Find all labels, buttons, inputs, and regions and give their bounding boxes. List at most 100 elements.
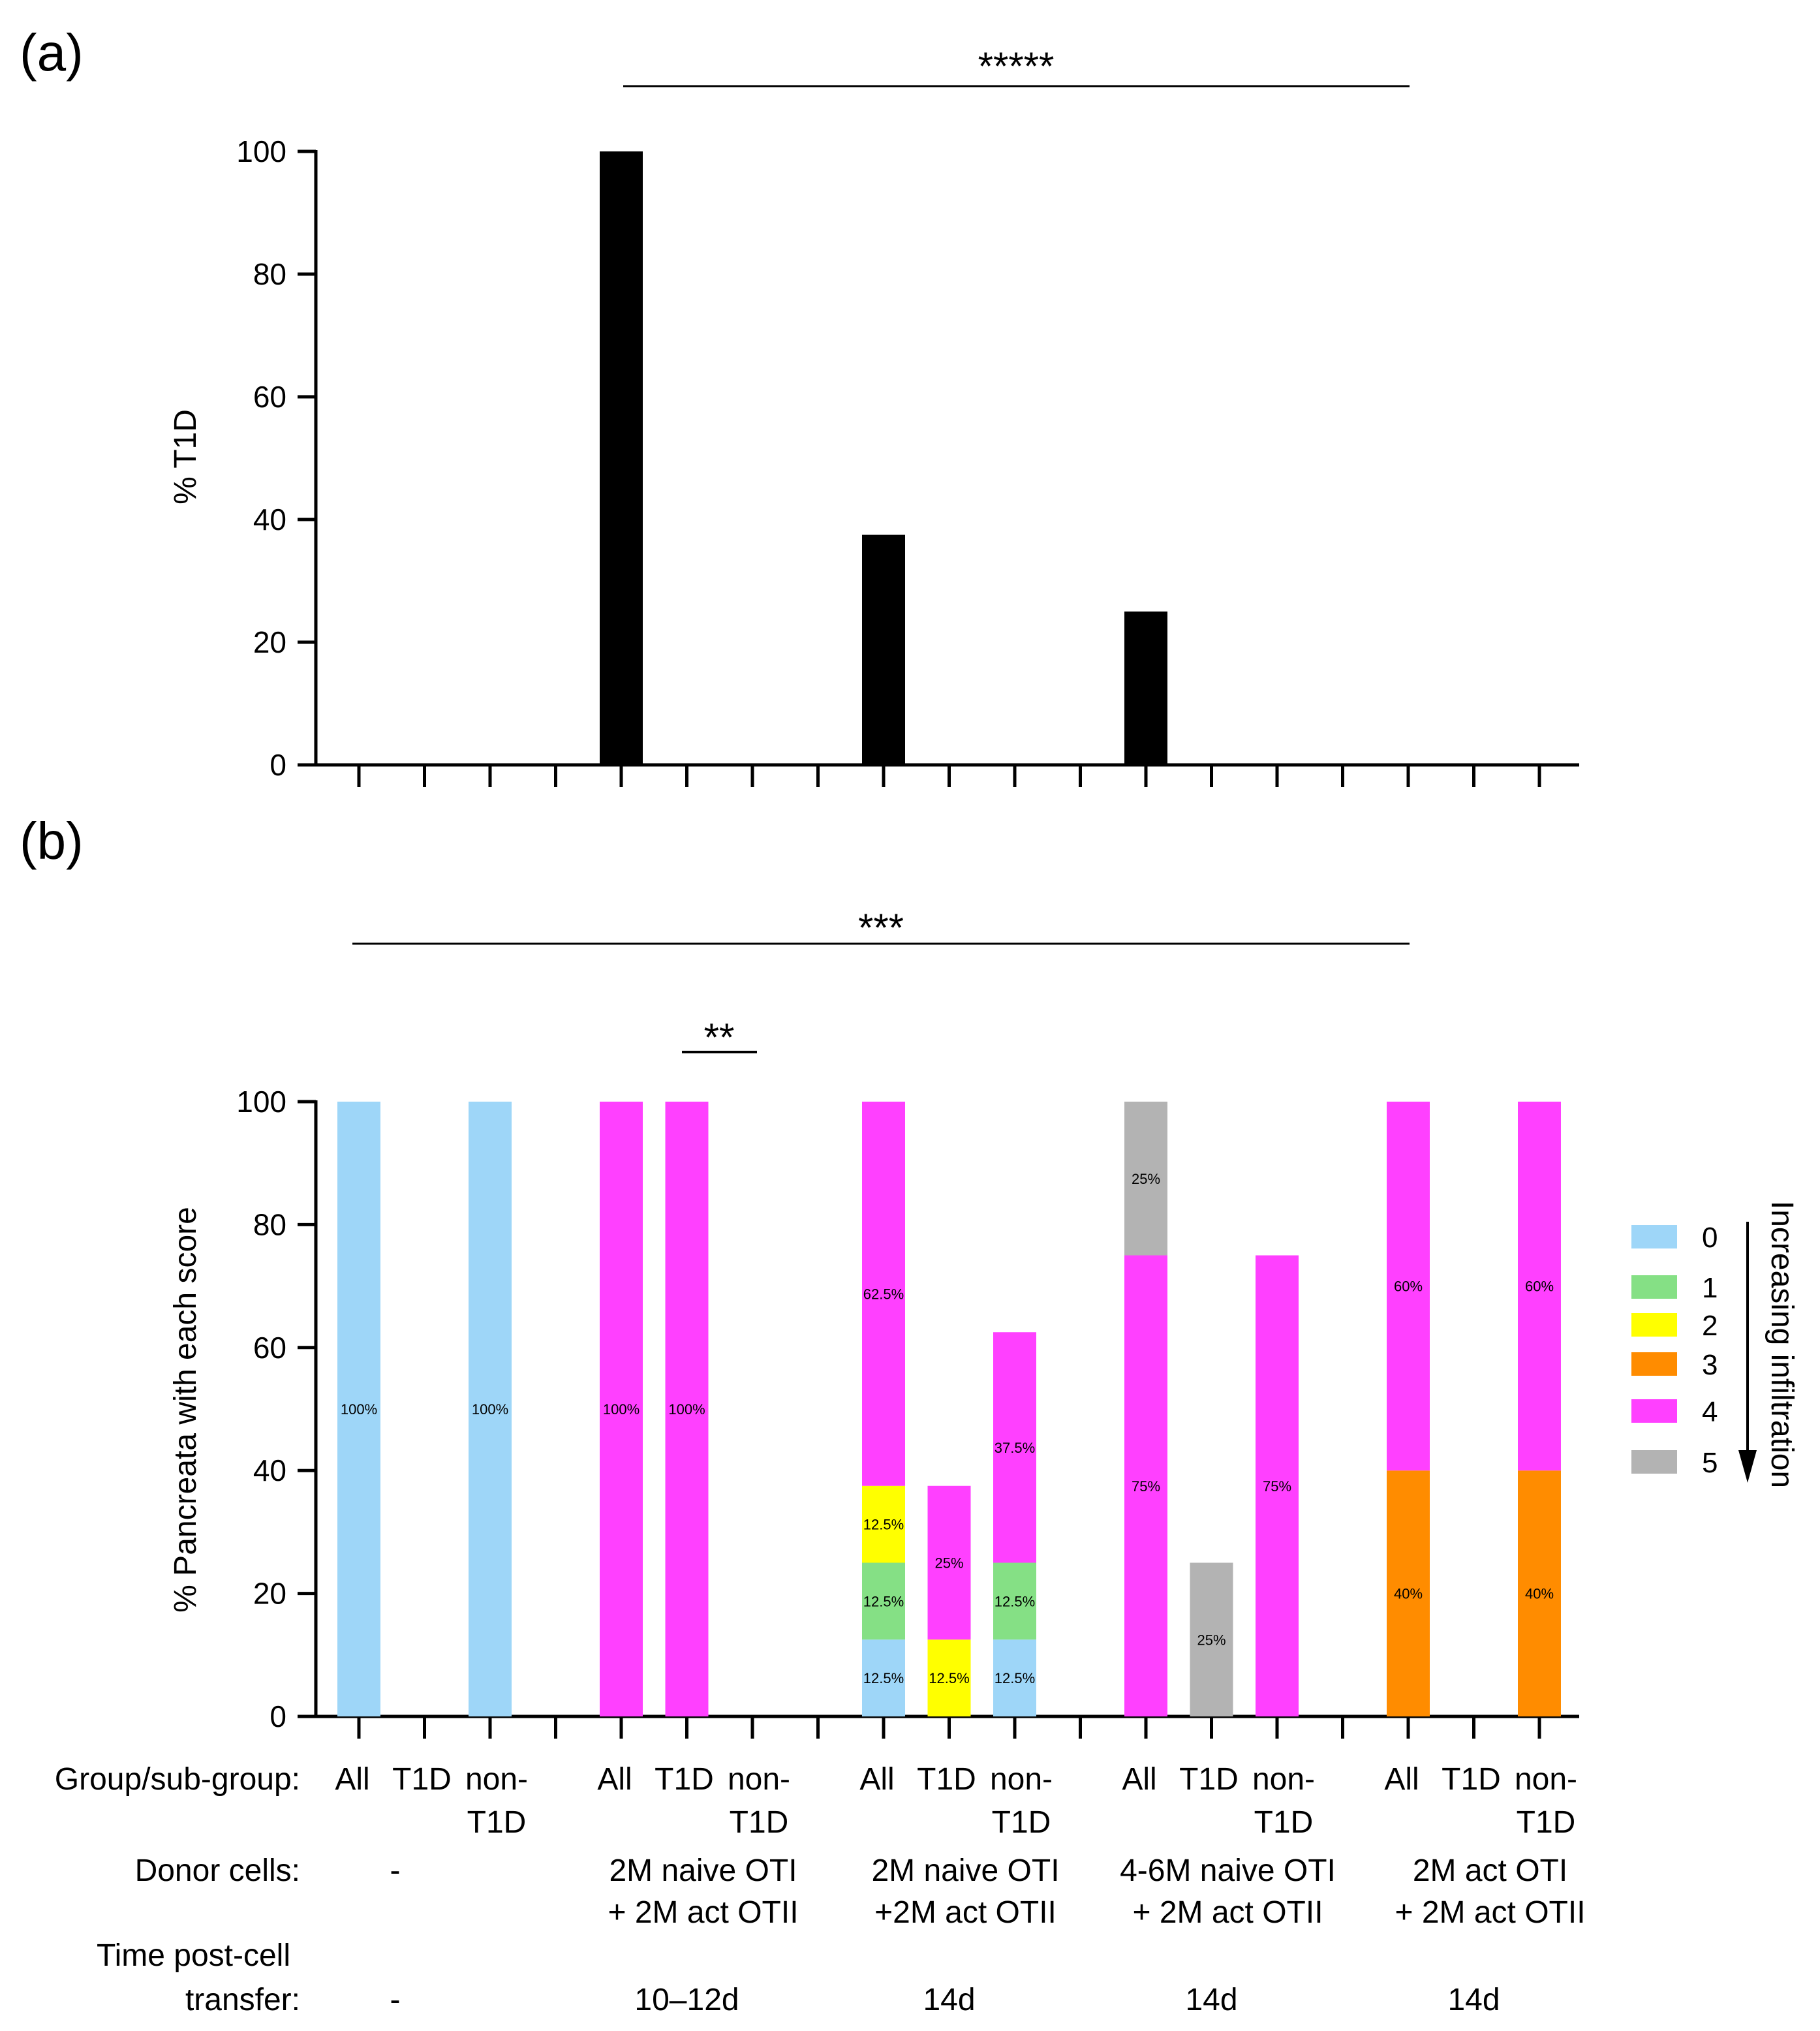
- subgroup-t1d: T1D: [1442, 1762, 1501, 1797]
- donor-cells-line2: + 2M act OTII: [1132, 1895, 1323, 1930]
- b-y-tick-label: 20: [253, 1577, 286, 1611]
- bar-a: [1124, 612, 1167, 765]
- subgroup-t1d: T1D: [392, 1762, 452, 1797]
- time-row-label-line2: transfer:: [185, 1983, 300, 2017]
- bar-segment-score-4: [927, 1485, 971, 1640]
- legend-swatch-1: [1631, 1275, 1677, 1299]
- significance-stars-a: *****: [978, 44, 1055, 88]
- segment-label: 25%: [934, 1555, 963, 1572]
- donor-cells-line2: + 2M act OTII: [608, 1895, 798, 1930]
- subgroup-all: All: [859, 1762, 894, 1797]
- segment-label: 40%: [1525, 1586, 1554, 1602]
- b-y-tick-label: 40: [253, 1453, 286, 1487]
- legend-label-0: 0: [1702, 1222, 1718, 1254]
- segment-label: 75%: [1132, 1478, 1160, 1495]
- legend-label-3: 3: [1702, 1349, 1718, 1381]
- subgroup-non-t1d-line2: T1D: [467, 1805, 527, 1840]
- bar-segment-score-5: [1190, 1562, 1233, 1716]
- significance-stars-b-inner: **: [704, 1016, 735, 1059]
- bar-segment-score-0: [469, 1102, 512, 1716]
- bar-segment-score-5: [1124, 1102, 1167, 1256]
- donor-cells-line1: 2M act OTI: [1413, 1853, 1567, 1888]
- subgroup-t1d: T1D: [1179, 1762, 1239, 1797]
- segment-label: 100%: [603, 1401, 640, 1418]
- donor-cells-line2: +2M act OTII: [874, 1895, 1057, 1930]
- bar-a: [600, 151, 643, 765]
- subgroup-non-t1d: non-: [465, 1762, 528, 1797]
- x-axis-b: [315, 1714, 1579, 1739]
- segment-label: 37.5%: [995, 1440, 1035, 1456]
- donor-row-label: Donor cells:: [135, 1853, 300, 1888]
- subgroup-t1d: T1D: [917, 1762, 976, 1797]
- segment-label: 75%: [1263, 1478, 1291, 1495]
- bar-segment-score-3: [1387, 1470, 1430, 1716]
- a-y-tick-label: 60: [253, 380, 286, 414]
- bar-segment-score-4: [993, 1332, 1036, 1563]
- time-post-transfer-value: 14d: [1185, 1983, 1237, 2017]
- segment-label: 12.5%: [863, 1670, 904, 1686]
- legend-label-5: 5: [1702, 1447, 1718, 1479]
- subgroup-non-t1d: non-: [728, 1762, 790, 1797]
- y-axis-label-a: % T1D: [168, 409, 203, 504]
- time-post-transfer-value: -: [390, 1983, 401, 2017]
- bar-segment-score-0: [993, 1639, 1036, 1716]
- bar-segment-score-4: [1256, 1255, 1299, 1716]
- bar-segment-score-4: [862, 1102, 905, 1486]
- subgroup-non-t1d-line2: T1D: [730, 1805, 789, 1840]
- donor-cells-line1: 4-6M naive OTI: [1120, 1853, 1336, 1888]
- legend-label-1: 1: [1702, 1272, 1718, 1304]
- segment-label: 40%: [1394, 1586, 1423, 1602]
- condition-table: Group/sub-group: Donor cells: Time post-…: [55, 1762, 1586, 2017]
- legend-label-4: 4: [1702, 1396, 1718, 1428]
- time-post-transfer-value: 14d: [923, 1983, 975, 2017]
- bar-segment-score-2: [862, 1485, 905, 1563]
- bar-segment-score-1: [993, 1562, 1036, 1640]
- time-post-transfer-value: 10–12d: [634, 1983, 739, 2017]
- a-y-tick-label: 20: [253, 625, 286, 659]
- donor-cells-line1: 2M naive OTI: [609, 1853, 797, 1888]
- bar-segment-score-4: [665, 1102, 709, 1716]
- donor-cells-line1: 2M naive OTI: [871, 1853, 1059, 1888]
- bar-segment-score-3: [1518, 1470, 1561, 1716]
- a-y-tick-label: 0: [270, 748, 286, 782]
- legend-swatch-4: [1631, 1399, 1677, 1423]
- significance-stars-b-top: ***: [858, 906, 904, 950]
- legend-swatch-2: [1631, 1313, 1677, 1337]
- segment-label: 100%: [341, 1401, 377, 1418]
- subgroup-non-t1d: non-: [1252, 1762, 1315, 1797]
- segment-label: 12.5%: [929, 1670, 969, 1686]
- subgroup-non-t1d-line2: T1D: [1254, 1805, 1314, 1840]
- bars-a: [600, 151, 1167, 765]
- bar-segment-score-0: [337, 1102, 380, 1716]
- time-row-label-line1: Time post-cell: [97, 1938, 290, 1973]
- segment-label: 100%: [472, 1401, 508, 1418]
- subgroup-all: All: [597, 1762, 632, 1797]
- b-y-tick-label: 100: [236, 1085, 286, 1119]
- segment-label: 25%: [1197, 1632, 1226, 1648]
- segment-label: 62.5%: [863, 1286, 904, 1302]
- bar-segment-score-2: [927, 1639, 971, 1716]
- bar-segment-score-0: [862, 1639, 905, 1716]
- bars-b: 100% 100% 100% 100% 12.5% 12.5% 12.5% 62.5% 12.5…: [337, 1102, 1561, 1716]
- segment-label: 12.5%: [995, 1670, 1035, 1686]
- b-y-tick-label: 60: [253, 1331, 286, 1365]
- group-row-label: Group/sub-group:: [55, 1762, 300, 1797]
- panel-a: (a) ***** % T1D 0 20 40 60 80 100: [20, 23, 1579, 787]
- a-y-tick-label: 40: [253, 503, 286, 536]
- legend: 0 1 2 3 4 5: [1631, 1222, 1718, 1479]
- donor-cells-line2: + 2M act OTII: [1395, 1895, 1585, 1930]
- a-y-tick-label: 80: [253, 257, 286, 291]
- panel-b: (b) *** ** % Pancreata with each score 0…: [20, 812, 1799, 1739]
- b-y-tick-label: 0: [270, 1699, 286, 1733]
- legend-label-2: 2: [1702, 1310, 1718, 1342]
- segment-label: 12.5%: [863, 1593, 904, 1609]
- panel-a-label: (a): [20, 23, 84, 82]
- subgroup-non-t1d: non-: [1515, 1762, 1577, 1797]
- subgroup-non-t1d-line2: T1D: [1517, 1805, 1576, 1840]
- legend-arrow-head: [1738, 1450, 1757, 1483]
- a-y-tick-label: 100: [236, 134, 286, 168]
- table-cells: All T1D non- T1D All T1D non- T1D All T1D non- T1D A…: [335, 1762, 1585, 2017]
- donor-cells-line1: -: [390, 1853, 401, 1888]
- segment-label: 12.5%: [863, 1517, 904, 1533]
